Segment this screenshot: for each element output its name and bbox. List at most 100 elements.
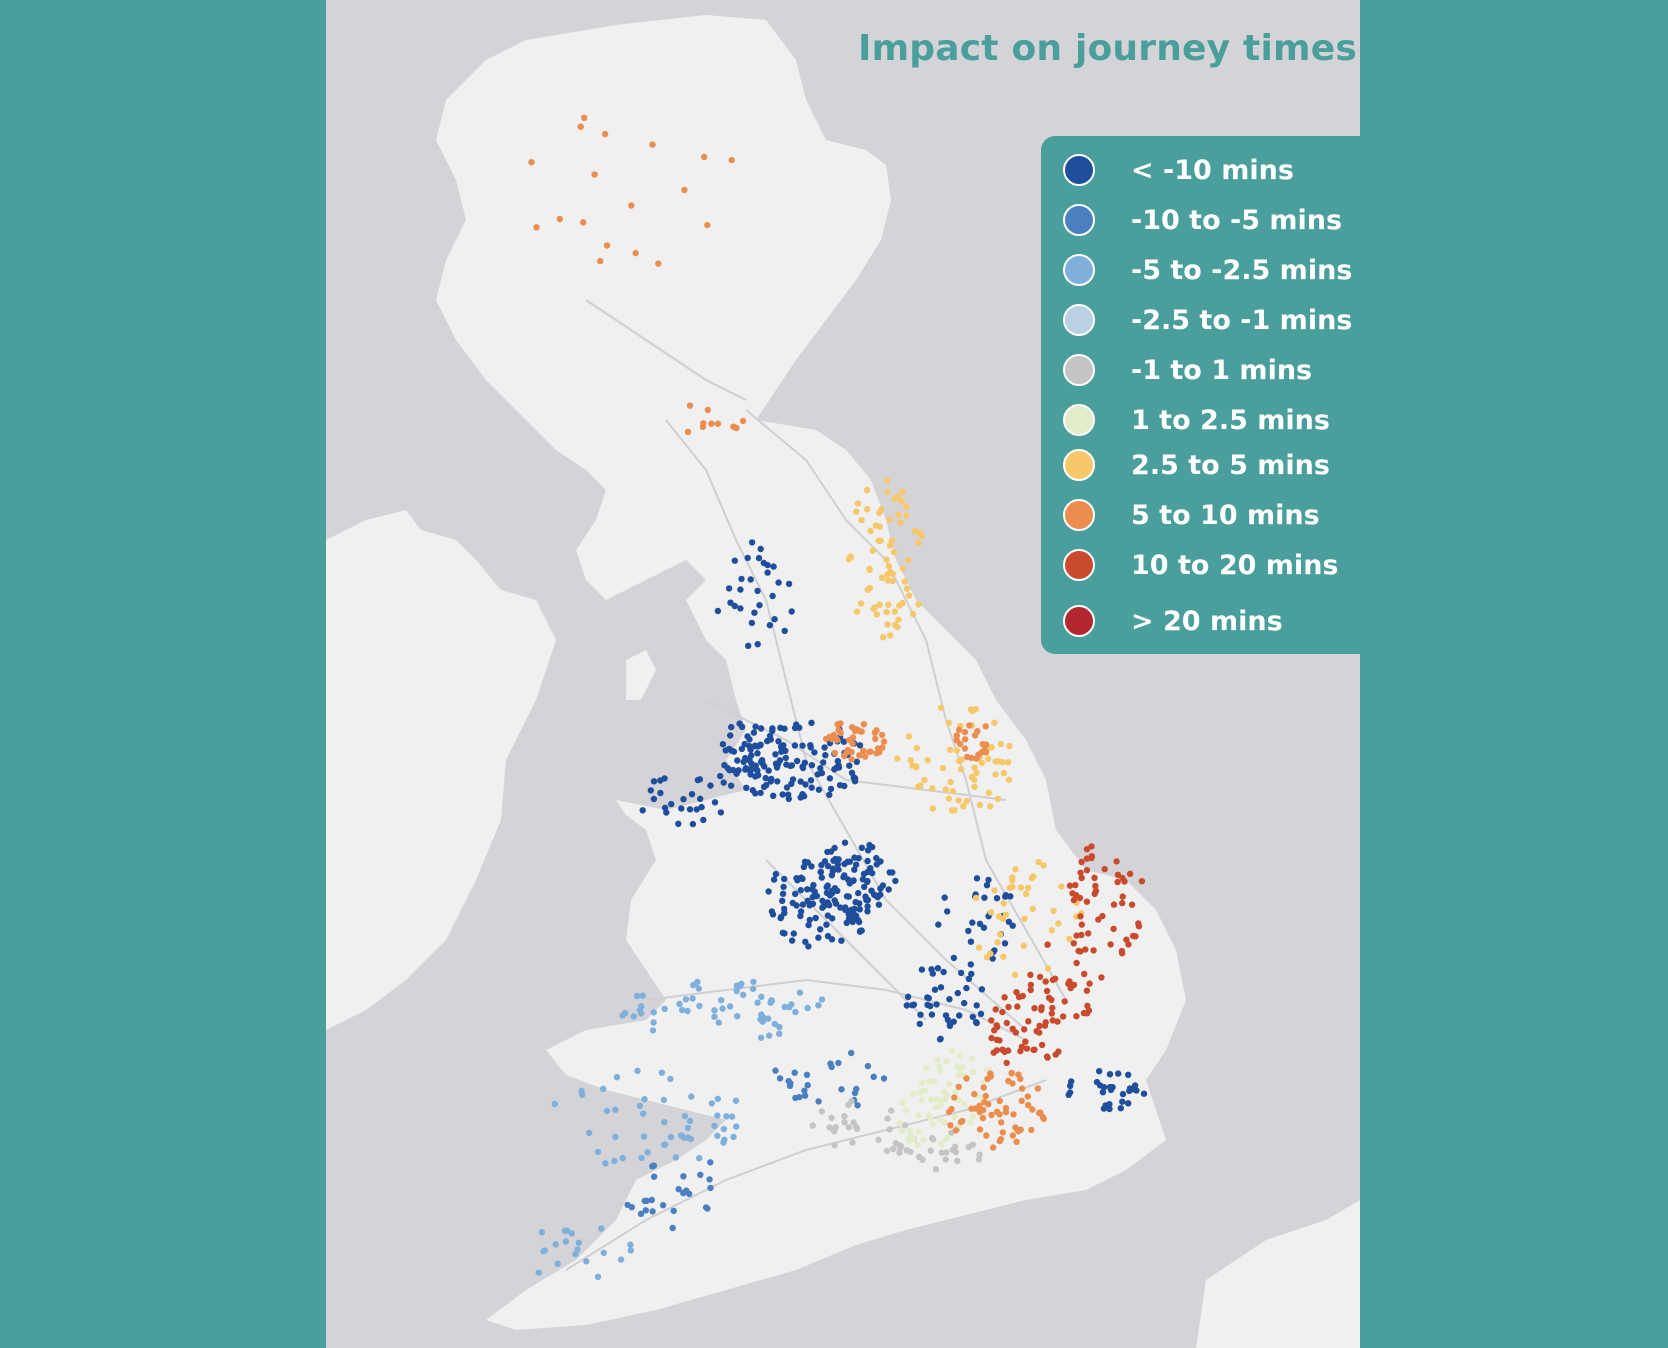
station-dot xyxy=(1018,1085,1026,1092)
station-dot xyxy=(640,1110,647,1117)
station-dot xyxy=(757,742,764,749)
station-dot xyxy=(1091,874,1098,881)
station-dot xyxy=(942,1096,949,1103)
station-dot xyxy=(965,975,973,982)
station-dot xyxy=(747,576,754,583)
station-dot xyxy=(714,1112,721,1119)
station-dot xyxy=(617,1256,625,1263)
map-panel[interactable]: Impact on journey times < -10 mins -10 t… xyxy=(326,0,1360,1348)
station-dot xyxy=(749,985,757,993)
station-dot xyxy=(915,1112,922,1119)
station-dot xyxy=(901,578,908,585)
station-dot xyxy=(973,1002,980,1009)
legend-label: -5 to -2.5 mins xyxy=(1131,255,1353,286)
station-dot xyxy=(914,783,922,791)
station-dot xyxy=(1125,1100,1132,1107)
station-dot xyxy=(853,1123,860,1131)
uk-map[interactable] xyxy=(326,0,1360,1348)
station-dot xyxy=(942,1012,950,1019)
station-dot xyxy=(954,1157,961,1165)
station-dot xyxy=(739,991,747,999)
station-dot xyxy=(790,930,797,937)
station-dot xyxy=(765,1015,772,1022)
station-dot xyxy=(806,916,813,924)
station-dot xyxy=(583,1258,590,1265)
station-dot xyxy=(801,1087,808,1094)
station-dot xyxy=(650,1009,657,1016)
station-dot xyxy=(982,1092,989,1100)
station-dot xyxy=(932,1104,940,1111)
station-dot xyxy=(915,1128,922,1135)
legend-item: 5 to 10 mins xyxy=(1063,496,1353,536)
station-dot xyxy=(922,1064,930,1071)
station-dot xyxy=(905,592,913,599)
station-dot xyxy=(743,784,750,791)
station-dot xyxy=(755,554,763,562)
station-dot xyxy=(1040,862,1047,869)
station-dot xyxy=(996,1097,1003,1105)
station-dot xyxy=(866,584,874,592)
station-dot xyxy=(848,756,855,763)
station-dot xyxy=(840,738,848,745)
station-dot xyxy=(910,1001,918,1008)
station-dot xyxy=(965,927,972,935)
station-dot xyxy=(856,927,864,935)
station-dot xyxy=(675,820,682,827)
station-dot xyxy=(1021,915,1028,923)
station-dot xyxy=(938,1141,945,1148)
station-dot xyxy=(600,1249,607,1257)
legend-swatch xyxy=(1063,254,1095,286)
station-dot xyxy=(978,986,986,993)
station-dot xyxy=(1043,987,1051,995)
station-dot xyxy=(971,776,978,783)
station-dot xyxy=(969,707,976,715)
station-dot xyxy=(711,1007,718,1014)
station-dot xyxy=(650,778,658,785)
station-dot xyxy=(540,1248,547,1255)
station-dot xyxy=(911,527,919,535)
station-dot xyxy=(888,1107,895,1114)
station-dot xyxy=(886,542,894,549)
station-dot xyxy=(586,1129,593,1137)
station-dot xyxy=(854,1102,861,1109)
station-dot xyxy=(684,428,692,436)
station-dot xyxy=(957,1052,964,1060)
station-dot xyxy=(720,779,727,786)
legend-label: 2.5 to 5 mins xyxy=(1131,450,1330,481)
station-dot xyxy=(1107,941,1114,948)
station-dot xyxy=(853,758,860,765)
station-dot xyxy=(932,1166,940,1173)
station-dot xyxy=(725,585,733,592)
station-dot xyxy=(969,1113,976,1120)
station-dot xyxy=(801,1092,809,1099)
station-dot xyxy=(752,762,759,769)
station-dot xyxy=(860,721,868,728)
station-dot xyxy=(874,745,882,752)
station-dot xyxy=(730,423,737,430)
station-dot xyxy=(661,775,668,782)
station-dot xyxy=(793,757,801,765)
station-dot xyxy=(661,1141,669,1148)
station-dot xyxy=(600,1085,607,1093)
station-dot xyxy=(1066,882,1074,889)
station-dot xyxy=(630,1013,637,1020)
station-dot xyxy=(843,893,851,900)
station-dot xyxy=(661,1119,668,1126)
station-dot xyxy=(854,500,862,507)
station-dot xyxy=(884,1115,891,1122)
station-dot xyxy=(612,1106,619,1114)
station-dot xyxy=(1072,881,1079,889)
station-dot xyxy=(681,1112,688,1120)
station-dot xyxy=(1140,1090,1148,1097)
station-dot xyxy=(804,1004,811,1012)
station-dot xyxy=(941,894,948,901)
station-dot xyxy=(793,902,800,909)
station-dot xyxy=(639,992,646,999)
station-dot xyxy=(700,420,707,427)
station-dot xyxy=(851,866,858,873)
station-dot xyxy=(758,993,765,1000)
station-dot xyxy=(1138,878,1146,885)
station-dot xyxy=(1048,1010,1055,1017)
station-dot xyxy=(858,517,865,524)
station-dot xyxy=(648,1196,655,1204)
